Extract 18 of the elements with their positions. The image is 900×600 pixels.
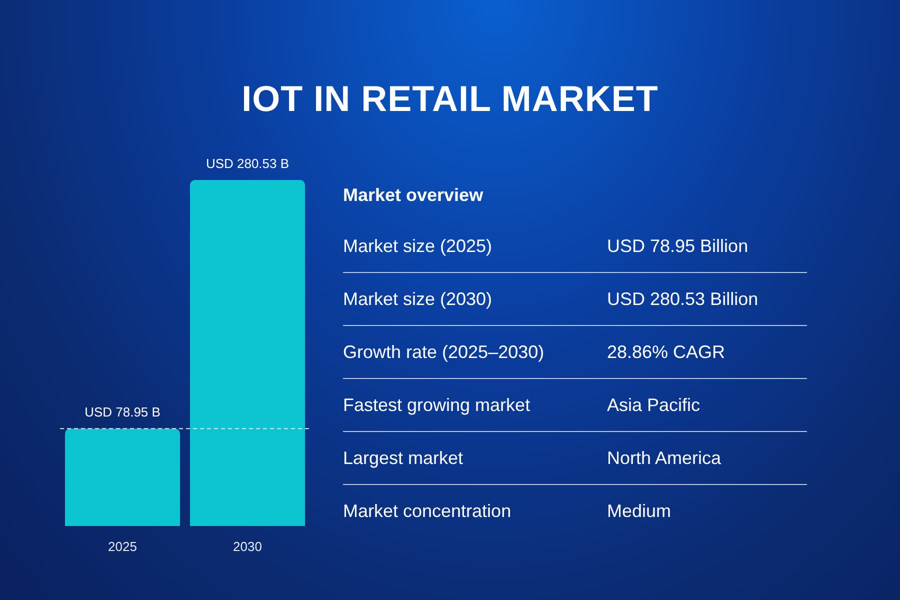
text: USD 280.53 Billion: [607, 288, 758, 310]
text: Medium: [607, 500, 672, 522]
data-label: USD 280.53 B: [206, 156, 290, 171]
text: 28.86% CAGR: [607, 342, 726, 362]
text: North America: [607, 448, 722, 468]
data-label: USD 78.95 B: [84, 404, 160, 420]
text: Market size (2025): [343, 236, 494, 256]
text: Market concentration: [343, 500, 512, 522]
text: Asia Pacific: [607, 394, 700, 416]
text: Fastest growing market: [343, 394, 532, 416]
text: Growth rate (2025–2030): [343, 342, 546, 362]
text: USD 78.95 Billion: [607, 236, 748, 256]
text: IOT IN RETAIL MARKET: [240, 78, 660, 120]
x-tick-label: 2030: [233, 539, 262, 554]
text: Market overview: [343, 184, 484, 207]
text: Market size (2030): [343, 288, 494, 310]
x-tick-label: 2025: [108, 539, 137, 554]
text: Largest market: [343, 448, 464, 468]
